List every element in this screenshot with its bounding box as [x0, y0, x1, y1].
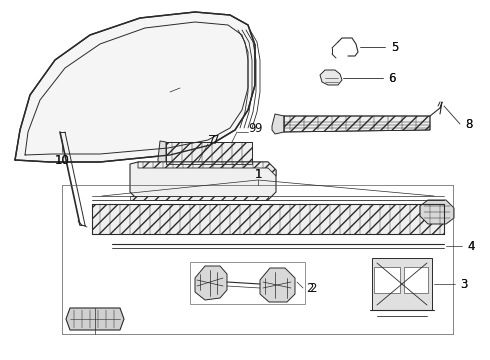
Text: 3: 3 — [460, 278, 467, 291]
Text: 8: 8 — [466, 117, 473, 131]
Polygon shape — [195, 266, 227, 300]
Polygon shape — [166, 142, 252, 164]
Text: 4: 4 — [467, 239, 475, 252]
Polygon shape — [66, 308, 124, 330]
Text: 6: 6 — [388, 72, 396, 85]
Polygon shape — [284, 116, 430, 132]
Polygon shape — [138, 162, 276, 176]
Text: 2: 2 — [309, 282, 317, 294]
Text: 1: 1 — [254, 167, 262, 180]
Text: 2: 2 — [306, 282, 314, 294]
Polygon shape — [130, 162, 276, 200]
Text: 10: 10 — [54, 153, 70, 166]
Polygon shape — [260, 268, 295, 302]
Text: 1: 1 — [254, 167, 262, 180]
Polygon shape — [92, 204, 444, 234]
Polygon shape — [320, 70, 342, 85]
Text: 7: 7 — [212, 134, 220, 147]
Text: 9: 9 — [254, 122, 262, 135]
Text: 5: 5 — [392, 41, 399, 54]
Text: 7: 7 — [208, 134, 216, 147]
Bar — [374, 267, 400, 293]
Bar — [404, 267, 428, 293]
Text: 5: 5 — [392, 41, 399, 54]
Polygon shape — [420, 200, 454, 224]
Bar — [190, 262, 305, 304]
Polygon shape — [15, 12, 255, 162]
Polygon shape — [130, 196, 268, 200]
Polygon shape — [272, 114, 284, 134]
Text: 10: 10 — [54, 153, 70, 166]
Text: 3: 3 — [460, 278, 467, 291]
Text: 9: 9 — [248, 122, 256, 135]
Text: 8: 8 — [466, 117, 473, 131]
Text: 6: 6 — [388, 72, 396, 85]
Text: 4: 4 — [467, 239, 475, 252]
Polygon shape — [372, 258, 432, 310]
Polygon shape — [158, 141, 166, 165]
